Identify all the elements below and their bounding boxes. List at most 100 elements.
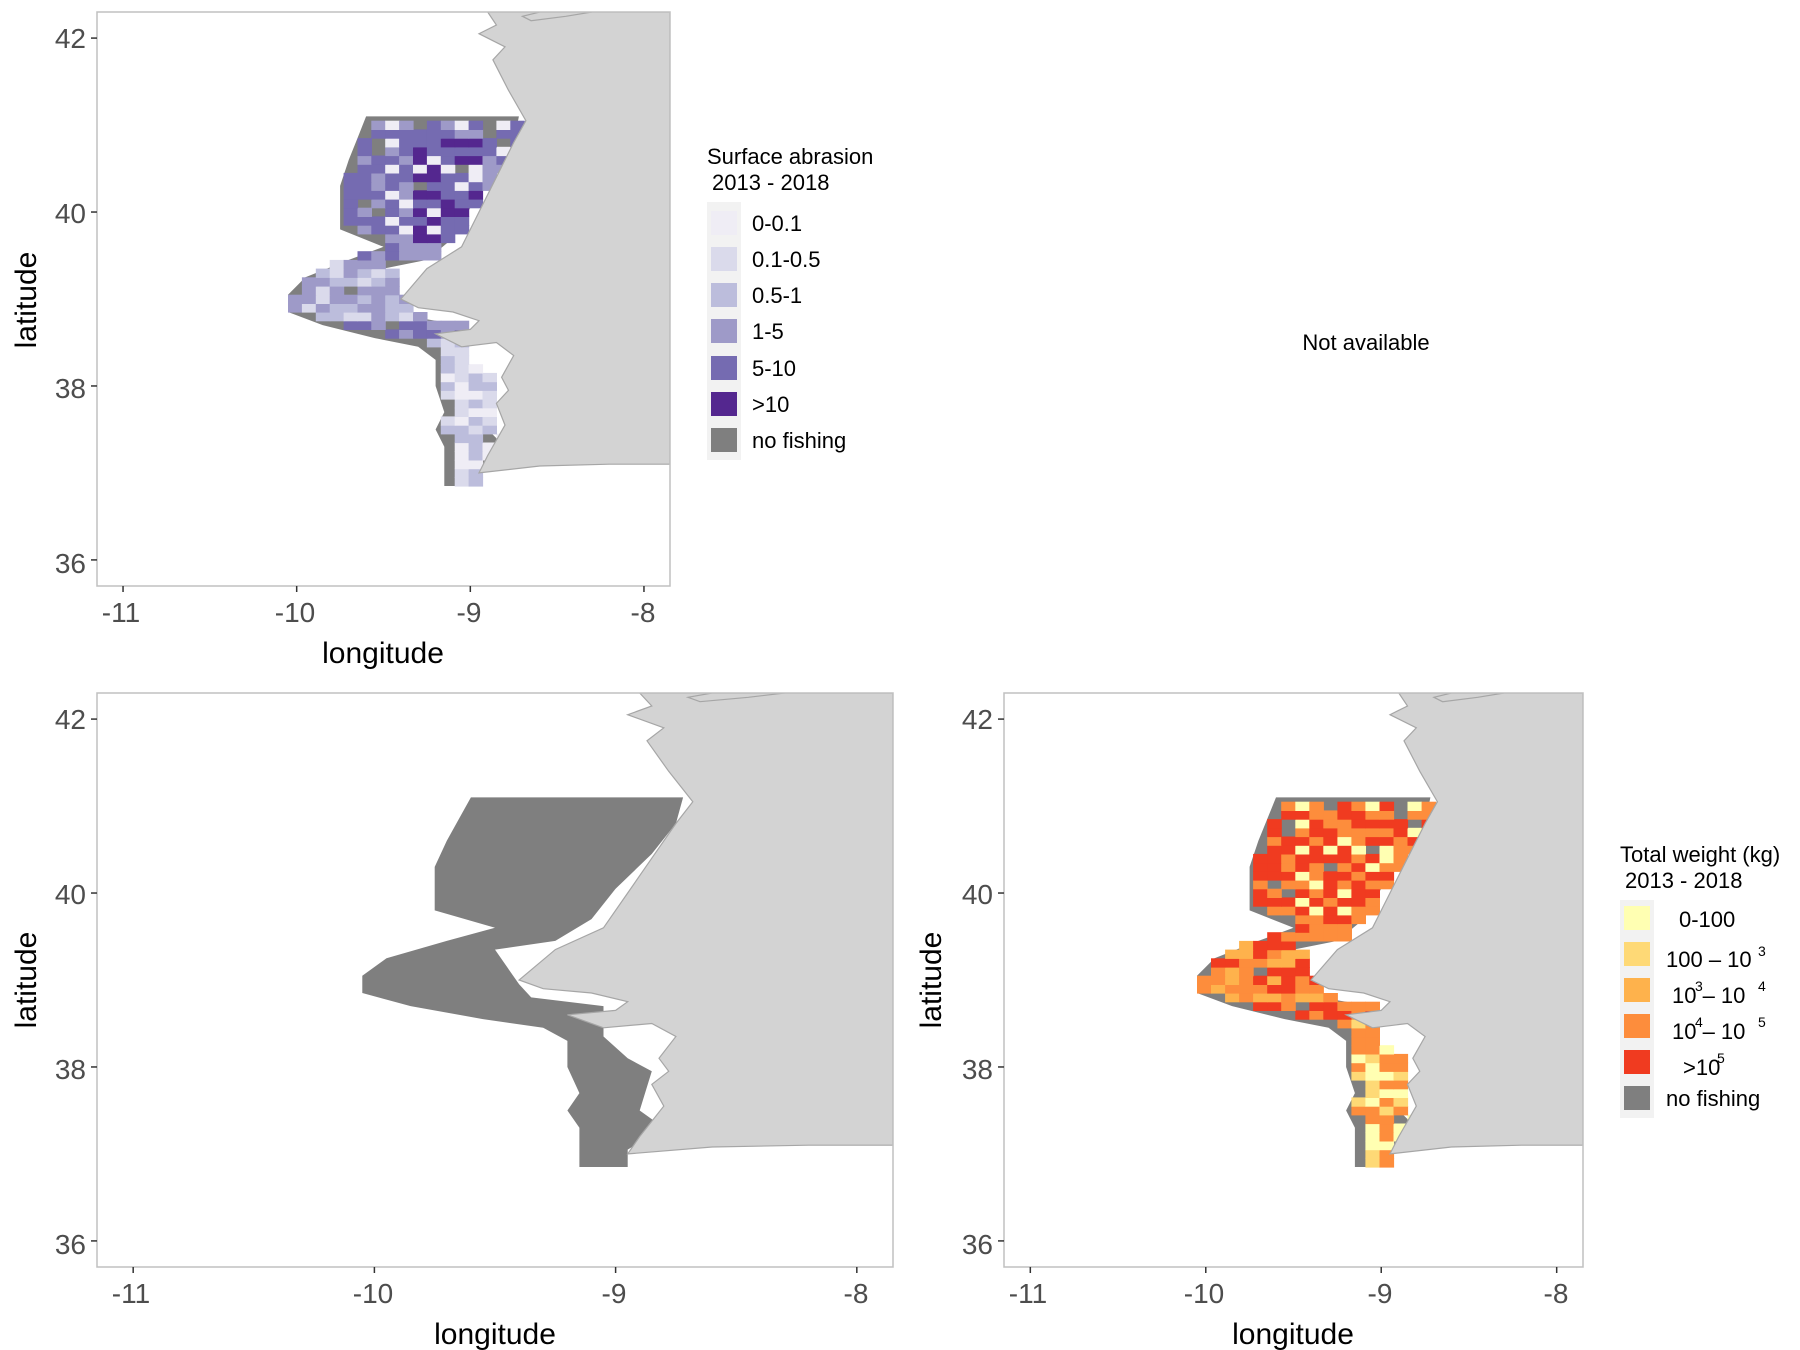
fishing-cell [440,129,456,139]
legend-label: 10 – 10 4 5 [1672,1014,1766,1044]
legend-label: 100 – 10 3 [1666,943,1766,972]
fishing-cell [399,312,414,322]
fishing-cell [1351,880,1366,890]
x-axis-title: longitude [1232,1318,1354,1350]
fishing-cell [1225,967,1240,977]
fishing-cell [329,277,345,287]
fishing-cell [1337,888,1352,898]
fishing-cell [315,268,331,278]
fishing-cell [482,390,497,400]
fishing-cell [385,312,400,322]
y-tick-label: 38 [55,1054,86,1085]
fishing-cell [426,172,442,183]
fishing-cell [288,294,303,304]
fishing-cell [385,120,400,130]
fishing-cell [454,120,470,130]
fishing-cell [482,407,497,417]
fishing-cell [343,216,359,226]
fishing-cell [468,364,484,374]
fishing-cell [1239,958,1254,968]
fishing-cell [1351,1071,1366,1081]
fishing-cell [399,251,414,261]
fishing-cell [1337,1019,1352,1029]
fishing-cell [426,164,442,174]
fishing-cell [1379,1114,1395,1125]
fishing-cell [1365,1071,1380,1081]
fishing-cell [399,155,414,165]
legend-label-exponent: 4 [1758,978,1766,994]
fishing-cell [1295,958,1310,968]
fishing-cell [1281,801,1296,811]
fishing-cell [440,225,456,235]
fishing-cell [329,312,345,322]
fishing-cell [301,286,317,296]
fishing-cell [1337,836,1352,846]
fishing-cell [482,155,497,165]
fishing-cell [1365,906,1380,916]
fishing-cell [426,190,442,200]
fishing-cell [468,477,484,487]
fishing-cell [343,172,359,183]
fishing-cell [1393,1080,1409,1090]
fishing-cell [1281,853,1296,864]
land-area [1310,693,1583,1155]
fishing-cell [454,320,470,330]
fishing-cell [413,172,428,183]
y-tick-label: 38 [55,373,86,404]
fishing-cell [315,286,331,296]
x-tick-label: -10 [1184,1278,1224,1309]
fishing-cell [343,207,359,217]
fishing-cell [1337,853,1352,864]
legend-label-exponent: 5 [1758,1014,1766,1030]
fishing-cell [482,172,497,183]
fishing-cell [413,225,428,235]
fishing-cell [1379,1062,1395,1072]
legend-label-exponent: 3 [1758,943,1766,959]
fishing-cell [1267,949,1282,959]
fishing-cell [1323,923,1338,933]
fishing-cell [371,181,386,191]
x-tick-label: -9 [602,1278,627,1309]
fishing-cell [1351,845,1366,855]
fishing-cell [399,138,414,148]
fishing-cell [1239,949,1254,959]
fishing-cell [343,320,359,330]
fishing-cell [343,268,359,278]
fishing-cell [1309,880,1324,890]
fishing-cell [1295,819,1310,829]
fishing-cell [1365,1088,1380,1098]
fishing-cell [399,199,414,209]
fishing-cell [1309,845,1324,855]
fishing-cell [1351,1045,1366,1055]
fishing-cell [357,155,372,165]
fishing-cell [329,286,345,296]
fishing-cell [385,329,400,339]
legend-key-background [1620,900,1654,1118]
fishing-cell [468,372,484,383]
fishing-cell [385,129,400,139]
fishing-cell [1393,1062,1409,1072]
fishing-cell [413,146,428,157]
fishing-cell [1393,1106,1409,1116]
fishing-cell [1281,906,1296,916]
fishing-cell [1323,914,1338,925]
legend-label: no fishing [1666,1086,1760,1111]
x-tick-label: -9 [457,597,482,628]
fishing-cell [1281,845,1296,855]
fishing-cell [1337,810,1352,820]
fishing-cell [426,129,442,139]
fishing-cell [371,320,386,330]
fishing-cell [399,216,414,226]
fishing-cell [301,294,317,304]
fishing-cell [1365,1158,1380,1168]
fishing-cell [454,477,470,487]
fishing-cell [1351,1001,1366,1011]
fishing-cell [454,425,470,435]
fishing-cell [1295,923,1310,933]
fishing-cell [1281,932,1296,942]
fishing-cell [1309,984,1324,994]
fishing-cell [468,451,484,461]
y-tick-label: 40 [962,879,993,910]
legend-swatch [1624,1086,1650,1110]
fishing-cell [371,172,386,183]
